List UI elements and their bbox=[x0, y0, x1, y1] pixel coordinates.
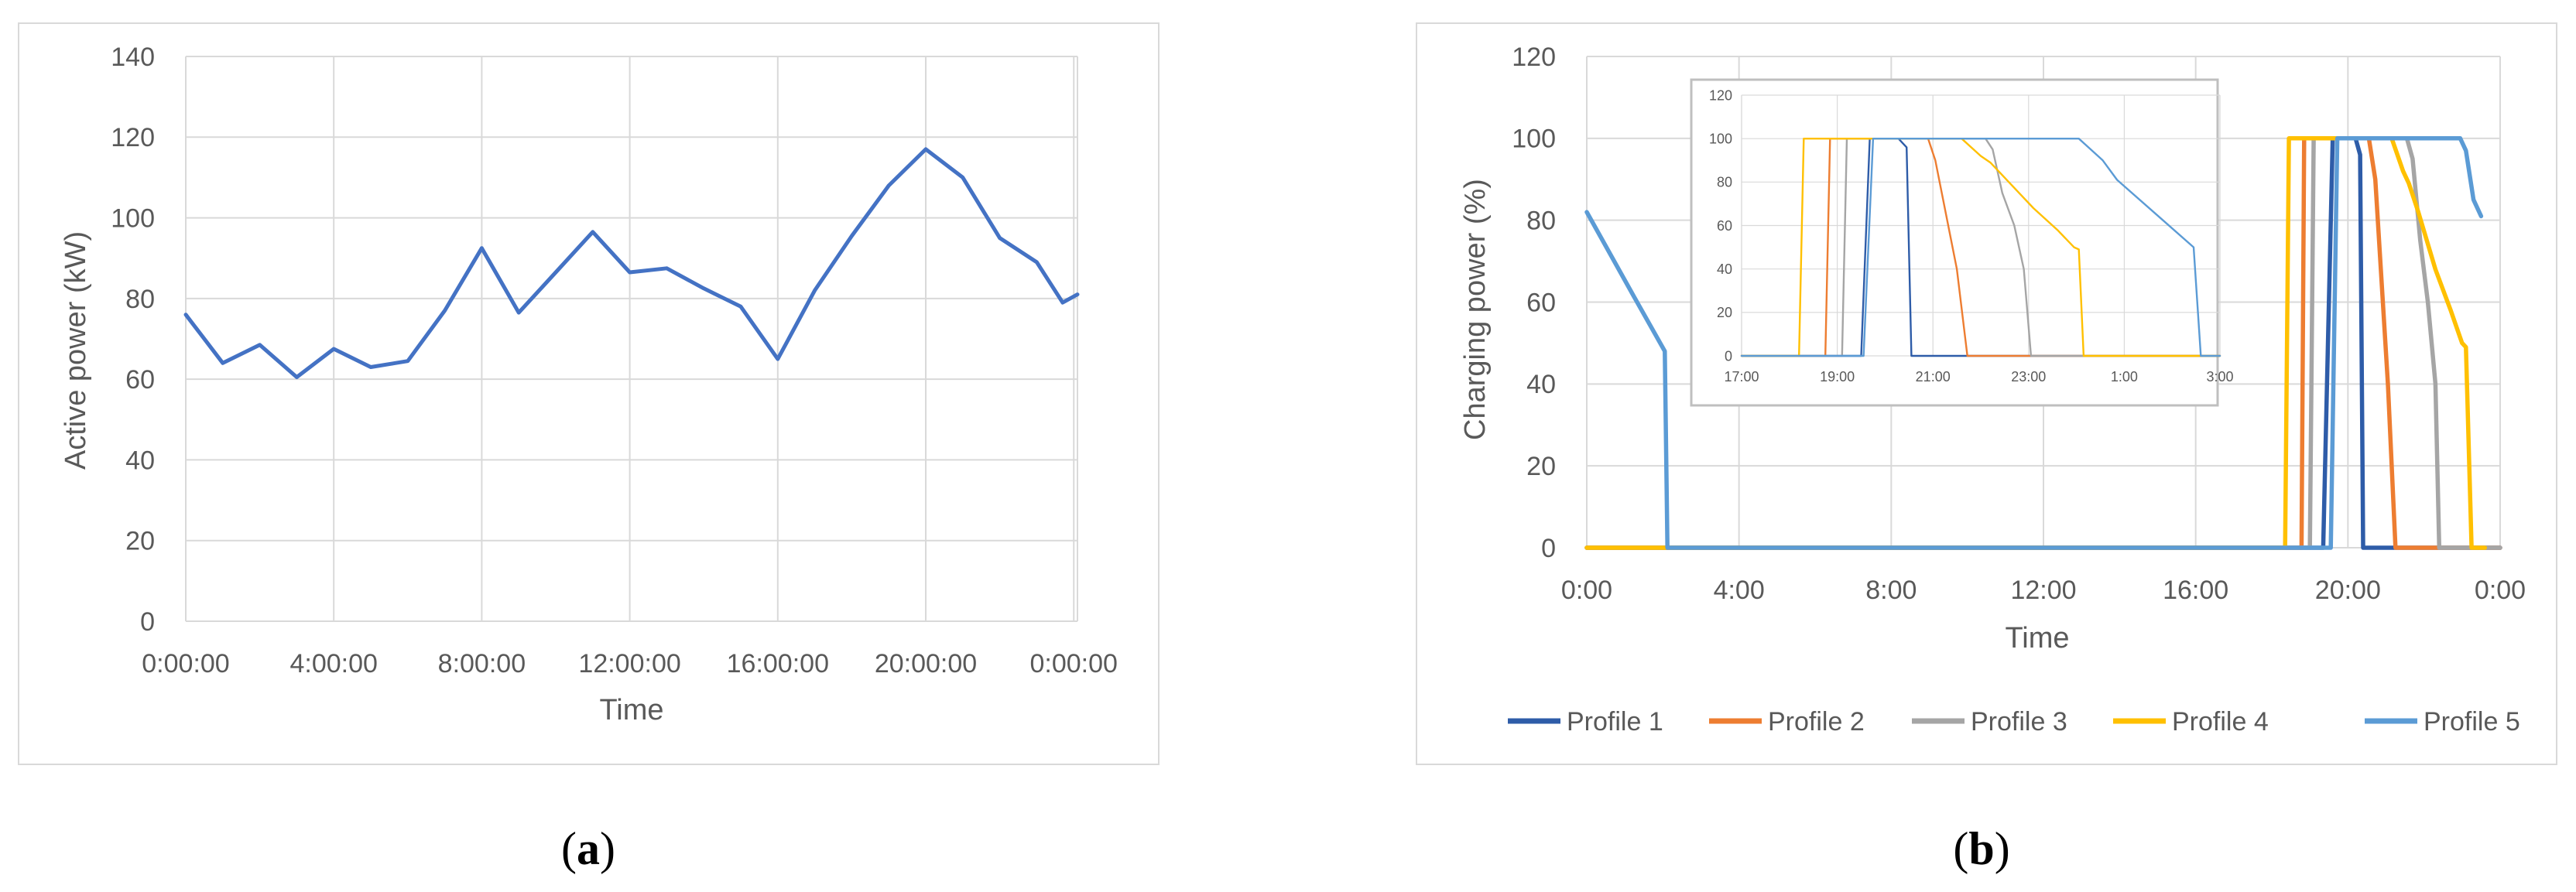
chart-a-ylabel: Active power (kW) bbox=[60, 231, 92, 470]
inset-x-tick-5: 3:00 bbox=[2206, 369, 2233, 384]
inset-y-tick-labels: 0 20 40 60 80 100 120 bbox=[1709, 87, 1732, 364]
chart-b-x-tick-5: 20:00 bbox=[2315, 576, 2381, 605]
chart-b-y-tick-20: 20 bbox=[1526, 452, 1556, 481]
inset-x-tick-1: 19:00 bbox=[1820, 369, 1855, 384]
legend-profile-5-label: Profile 5 bbox=[2424, 707, 2520, 736]
chart-a-y-tick-100: 100 bbox=[111, 203, 155, 233]
chart-b-series-profile-2-line bbox=[1584, 136, 2502, 550]
panel-b: 0 20 40 60 80 100 120 0:00 4:00 8:00 12:00 16:00 20… bbox=[1416, 22, 2557, 874]
chart-b-x-tick-2: 8:00 bbox=[1865, 576, 1917, 605]
legend-profile-4-label: Profile 4 bbox=[2172, 707, 2269, 736]
legend-profile-1-label: Profile 1 bbox=[1567, 707, 1663, 736]
panel-a-label: (a) bbox=[561, 823, 615, 874]
chart-b-y-tick-0: 0 bbox=[1541, 534, 1556, 563]
chart-a-x-tick-4: 16:00:00 bbox=[727, 649, 829, 678]
chart-b-x-tick-0: 0:00 bbox=[1561, 576, 1612, 605]
inset-grid bbox=[1741, 94, 2221, 357]
chart-a-x-tick-6: 0:00:00 bbox=[1029, 649, 1117, 678]
chart-a-x-tick-1: 4:00:00 bbox=[289, 649, 377, 678]
chart-b-x-tick-6: 0:00 bbox=[2475, 576, 2526, 605]
chart-a-y-tick-20: 20 bbox=[125, 527, 155, 556]
chart-a-series-0-line bbox=[183, 147, 1080, 379]
chart-b-series bbox=[1584, 136, 2502, 550]
chart-b-legend: Profile 1 Profile 2 Profile 3 Profile 4 Prof… bbox=[1508, 707, 2520, 736]
chart-a-y-tick-140: 140 bbox=[111, 43, 155, 72]
chart-b-y-tick-120: 120 bbox=[1512, 43, 1556, 72]
chart-b-xlabel: Time bbox=[2005, 622, 2069, 654]
inset-x-tick-labels: 17:00 19:00 21:00 23:00 1:00 3:00 bbox=[1724, 369, 2233, 384]
inset-y-tick-20: 20 bbox=[1717, 305, 1732, 320]
chart-a-y-tick-0: 0 bbox=[140, 607, 155, 637]
chart-b-y-tick-60: 60 bbox=[1526, 288, 1556, 317]
inset-x-tick-4: 1:00 bbox=[2111, 369, 2138, 384]
chart-a-series bbox=[183, 147, 1080, 379]
inset-x-tick-2: 21:00 bbox=[1916, 369, 1951, 384]
inset-x-tick-3: 23:00 bbox=[2011, 369, 2046, 384]
chart-a-y-tick-60: 60 bbox=[125, 365, 155, 395]
inset-series-profile-4-line bbox=[1740, 137, 2221, 357]
chart-b-inset: 0 20 40 60 80 100 120 17:00 19:00 21:00 23:00 1:00… bbox=[1690, 78, 2234, 407]
chart-b-x-tick-4: 16:00 bbox=[2163, 576, 2228, 605]
chart-b-y-tick-100: 100 bbox=[1512, 125, 1556, 154]
chart-b-x-tick-3: 12:00 bbox=[2010, 576, 2076, 605]
chart-b-y-tick-40: 40 bbox=[1526, 370, 1556, 399]
chart-b-y-tick-labels: 0 20 40 60 80 100 120 bbox=[1512, 43, 1556, 563]
panel-b-label: (b) bbox=[1953, 823, 2009, 874]
inset-series-profile-5-line bbox=[1740, 137, 2221, 357]
inset-y-tick-120: 120 bbox=[1709, 87, 1732, 103]
chart-a-y-tick-80: 80 bbox=[125, 285, 155, 314]
chart-b-series-profile-4-line bbox=[1584, 136, 2488, 550]
chart-b-series-profile-5-line bbox=[1584, 136, 2484, 550]
legend-profile-2-label: Profile 2 bbox=[1768, 707, 1865, 736]
legend-profile-3-label: Profile 3 bbox=[1971, 707, 2067, 736]
inset-y-tick-0: 0 bbox=[1725, 348, 1732, 364]
chart-b-ylabel: Charging power (%) bbox=[1459, 179, 1492, 440]
chart-b-y-tick-80: 80 bbox=[1526, 207, 1556, 236]
chart-a-y-tick-labels: 0 20 40 60 80 100 120 140 bbox=[111, 43, 155, 637]
inset-series bbox=[1740, 137, 2221, 357]
chart-a-frame bbox=[18, 22, 1160, 765]
inset-y-tick-40: 40 bbox=[1717, 261, 1732, 277]
chart-a-y-tick-40: 40 bbox=[125, 446, 155, 475]
chart-a-y-tick-120: 120 bbox=[111, 123, 155, 152]
inset-series-profile-2-line bbox=[1740, 137, 2221, 357]
inset-frame bbox=[1690, 78, 2219, 407]
chart-b-x-tick-1: 4:00 bbox=[1714, 576, 1765, 605]
inset-x-tick-0: 17:00 bbox=[1724, 369, 1759, 384]
chart-a-xlabel: Time bbox=[599, 694, 663, 726]
chart-a-x-tick-0: 0:00:00 bbox=[142, 649, 229, 678]
inset-y-tick-80: 80 bbox=[1717, 175, 1732, 190]
inset-y-tick-60: 60 bbox=[1717, 218, 1732, 234]
chart-a-x-tick-labels: 0:00:00 4:00:00 8:00:00 12:00:00 16:00:00 20:… bbox=[142, 649, 1118, 678]
inset-y-tick-100: 100 bbox=[1709, 131, 1732, 146]
panel-a: 0 20 40 60 80 100 120 140 0:00:00 4:00:00 8:00:00… bbox=[18, 22, 1160, 874]
chart-a-x-tick-2: 8:00:00 bbox=[438, 649, 526, 678]
chart-b-x-tick-labels: 0:00 4:00 8:00 12:00 16:00 20:00 0:00 bbox=[1561, 576, 2526, 605]
chart-a-x-tick-5: 20:00:00 bbox=[875, 649, 977, 678]
chart-a-x-tick-3: 12:00:00 bbox=[578, 649, 680, 678]
